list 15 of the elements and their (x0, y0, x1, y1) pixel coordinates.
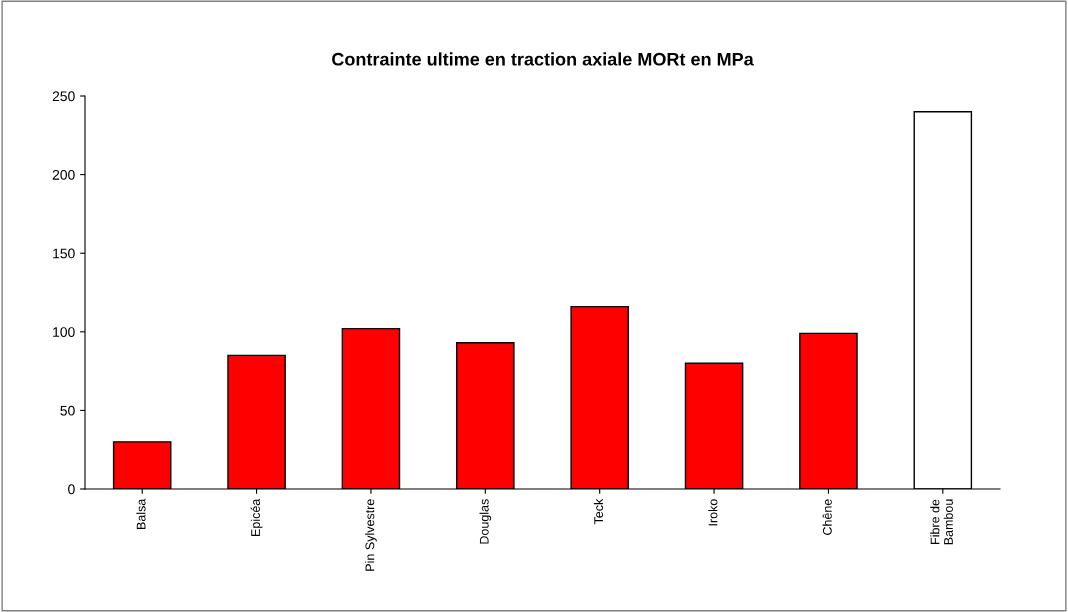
y-tick-label: 150 (53, 248, 75, 259)
x-tick-label: Douglas (479, 499, 492, 544)
chart-title: Contrainte ultime en traction axiale MORt en MPa (332, 52, 754, 66)
y-tick-label: 200 (52, 169, 75, 180)
x-tick-label: Epicéa (250, 498, 263, 536)
y-tick-label: 0 (68, 484, 75, 495)
x-tick-label: Chêne (822, 499, 832, 535)
x-tick-label: Pin Sylvestre (365, 499, 377, 571)
x-tick-label: Teck (593, 498, 604, 525)
x-tick-label: Fibre de Bambou (930, 499, 953, 545)
y-tick-label: 50 (60, 405, 75, 416)
x-tick-label: Balsa (136, 498, 146, 529)
x-tick-label: Iroko (708, 499, 718, 526)
y-tick-label: 250 (52, 91, 75, 102)
y-tick-label: 100 (53, 327, 75, 337)
